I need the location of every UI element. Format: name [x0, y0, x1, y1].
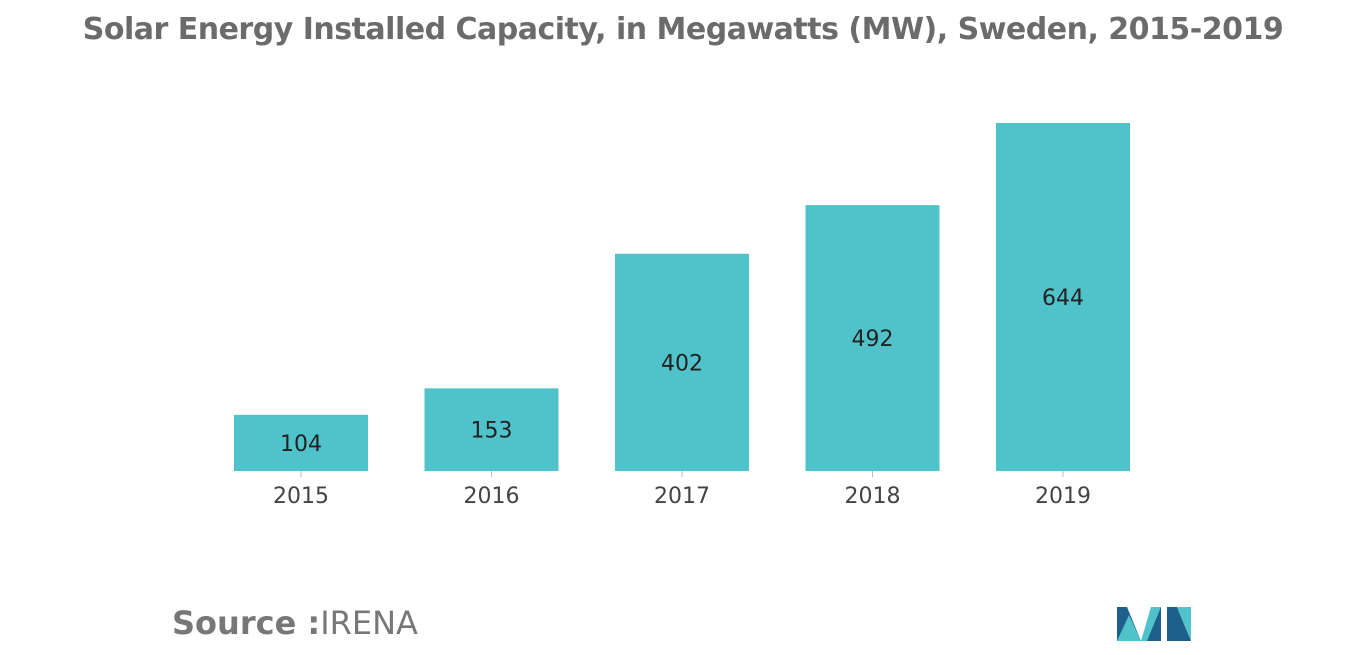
x-tick-label-2019: 2019: [1035, 484, 1091, 509]
data-label-2016: 153: [471, 419, 513, 444]
source-name: IRENA: [320, 604, 418, 642]
data-label-2015: 104: [280, 432, 322, 457]
bar-2016: [424, 388, 559, 471]
data-label-2017: 402: [661, 351, 703, 376]
data-label-2019: 644: [1042, 286, 1084, 311]
bar-chart: 104 2015 153 2016 402 2017 492 2018 644 2019: [234, 123, 1130, 509]
data-label-2018: 492: [852, 327, 894, 352]
bar-2018: [805, 205, 940, 471]
mordor-intelligence-logo-icon: [1117, 607, 1191, 641]
x-tick-label-2018: 2018: [845, 484, 901, 509]
source-note: Source :IRENA: [172, 604, 418, 642]
chart-title: Solar Energy Installed Capacity, in Mega…: [82, 12, 1284, 47]
source-prefix: Source :: [172, 604, 321, 642]
bar-2017: [615, 253, 749, 471]
x-tick-label-2016: 2016: [464, 484, 520, 509]
x-tick-label-2017: 2017: [654, 484, 710, 509]
bar-2015: [234, 414, 368, 471]
bar-2019: [996, 123, 1130, 471]
x-tick-label-2015: 2015: [273, 484, 329, 509]
